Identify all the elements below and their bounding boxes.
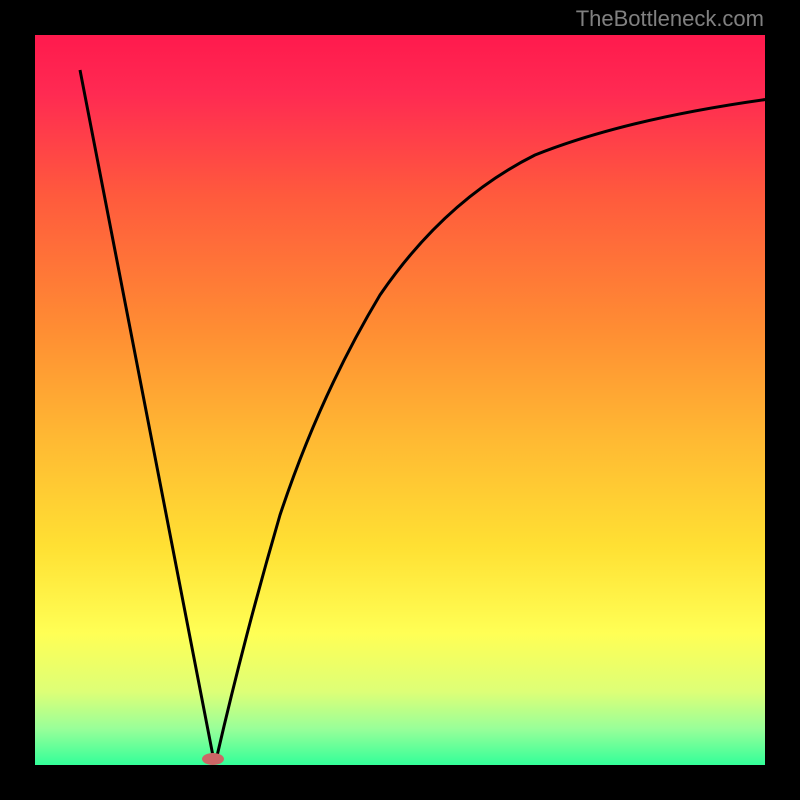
plot-area xyxy=(35,35,765,765)
bottleneck-curve xyxy=(35,35,765,765)
chart-container: TheBottleneck.com xyxy=(0,0,800,800)
minimum-marker xyxy=(202,753,224,765)
watermark-text: TheBottleneck.com xyxy=(576,6,764,32)
